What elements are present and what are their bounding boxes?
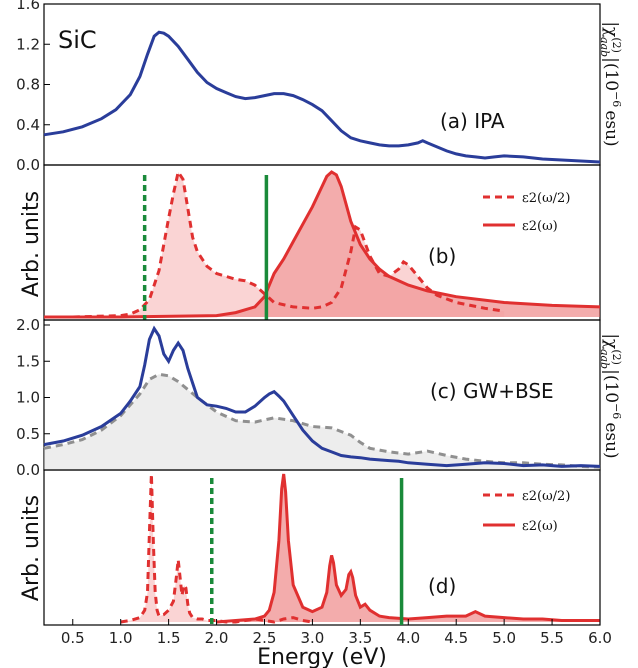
ylabel-c-unit: esu) <box>601 422 621 458</box>
panel-d-label: (d) <box>428 574 456 598</box>
x-tick-label: 3.5 <box>348 629 372 647</box>
ylabel-c-exp: −6 <box>610 403 623 419</box>
panel-b-ylabel: Arb. units <box>19 191 44 297</box>
y-tick-label-c: 1.0 <box>16 389 40 407</box>
x-tick-label: 2.5 <box>253 629 277 647</box>
y-tick-label-a: 1.6 <box>16 0 40 13</box>
ipa-curve <box>43 30 601 164</box>
x-tick-label: 4.5 <box>444 629 468 647</box>
ylabel-c-sub: aab <box>598 349 611 369</box>
legend-d-dashed-label: ε2(ω/2) <box>522 489 570 504</box>
panel-a-label: (a) IPA <box>440 109 505 133</box>
x-tick-label: 1.5 <box>157 629 181 647</box>
x-tick-label: 5.5 <box>540 629 564 647</box>
ylabel-c-sup: (2) <box>610 349 623 365</box>
ylabel-a-abs: |χ <box>601 21 621 37</box>
ylabel-a-exp: −6 <box>610 91 623 107</box>
y-tick-label-a: 1.2 <box>16 35 40 53</box>
svg-text:|χ(2)aab|(10−6esu): |χ(2)aab|(10−6 esu) <box>598 333 623 458</box>
panel-d-ylabel: Arb. units <box>19 495 44 601</box>
panel-c: (c) GW+BSE 0.0 0.5 1.0 1.5 2.0 <box>16 316 601 479</box>
legend-d-solid-label: ε2(ω) <box>522 519 558 534</box>
ylabel-a-unit: esu) <box>601 110 621 146</box>
eps-omega-line-d <box>216 473 600 624</box>
y-tick-label-a: 0.0 <box>16 156 40 174</box>
y-tick-label-c: 2.0 <box>16 316 40 334</box>
panel-d-frame <box>43 469 601 626</box>
y-tick-label-a: 0.4 <box>16 116 40 134</box>
panel-d: (d) Arb. units ε2(ω/2) ε2(ω) 0.5 1.0 1.5 2.… <box>19 469 612 668</box>
gwbse-line-c <box>43 325 601 468</box>
x-tick-label: 6.0 <box>588 629 612 647</box>
panel-c-ylabel: |χ(2)aab|(10−6 esu) <box>598 333 623 458</box>
panel-b: (b) Arb. units ε2(ω/2) ε2(ω) <box>19 164 601 321</box>
x-tick-label: 5.0 <box>492 629 516 647</box>
ylabel-a-sub: aab <box>598 37 611 57</box>
x-tick-label: 3.0 <box>300 629 324 647</box>
panel-c-label: (c) GW+BSE <box>430 379 554 403</box>
ylabel-c-rest: |(10 <box>601 369 621 403</box>
y-tick-label-a: 0.8 <box>16 76 40 94</box>
panel-a-frame <box>43 3 601 166</box>
x-tick-label: 1.0 <box>109 629 133 647</box>
y-tick-label-c: 1.5 <box>16 352 40 370</box>
panel-d-legend: ε2(ω/2) ε2(ω) <box>483 489 570 534</box>
corner-label: SiC <box>58 26 97 54</box>
x-tick-label: 0.5 <box>61 629 85 647</box>
ylabel-a-sup: (2) <box>610 37 623 53</box>
svg-text:|χ(2)aab|(10−6esu): |χ(2)aab|(10−6 esu) <box>598 21 623 146</box>
y-tick-label-c: 0.0 <box>16 461 40 479</box>
panel-a-ylabel: |χ(2)aab|(10−6 esu) <box>598 21 623 146</box>
panel-b-legend: ε2(ω/2) ε2(ω) <box>483 191 570 234</box>
eps-omega-fill-b <box>44 172 600 317</box>
eps-half-line-b <box>72 168 505 319</box>
y-tick-label-c: 0.5 <box>16 425 40 443</box>
x-tick-label: 4.0 <box>396 629 420 647</box>
legend-b-dashed-label: ε2(ω/2) <box>522 191 570 206</box>
x-tick-label: 2.0 <box>205 629 229 647</box>
ylabel-c-abs: |χ <box>601 333 621 349</box>
legend-b-solid-label: ε2(ω) <box>522 219 558 234</box>
eps-omega-line-b <box>44 170 601 319</box>
ylabel-a-rest: |(10 <box>601 57 621 91</box>
ipa-fill-c <box>44 374 600 470</box>
x-axis-label: Energy (eV) <box>257 645 387 668</box>
panel-a: SiC (a) IPA 0.0 0.4 0.8 1.2 1.6 <box>16 0 601 174</box>
panel-b-label: (b) <box>428 244 456 268</box>
